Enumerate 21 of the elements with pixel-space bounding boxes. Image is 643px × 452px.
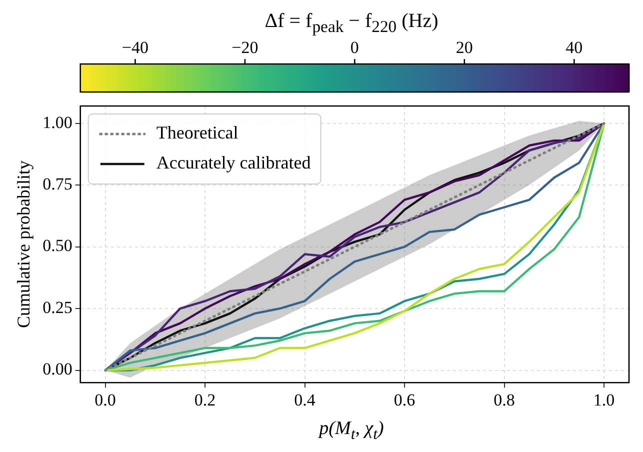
x-axis-title: p(M$_{t}$, χ$_{t}$) <box>317 418 385 444</box>
x-tick-label: 0.0 <box>94 390 116 410</box>
color-bar-label: 20 <box>456 38 473 57</box>
color-bar-label: 0 <box>350 38 359 57</box>
y-tick-label: 0.00 <box>42 360 72 379</box>
color-bar-label: −20 <box>232 38 258 57</box>
legend-label: Accurately calibrated <box>156 152 311 173</box>
x-tick-label: 0.2 <box>194 390 216 410</box>
y-tick-label: 0.25 <box>42 298 72 317</box>
color-bar-title: Δf = f$_{peak}$ − f$_{220}$ (Hz) <box>264 10 440 37</box>
color-bar-label: −40 <box>122 38 149 57</box>
color-bar-label: 40 <box>566 38 583 57</box>
x-tick-label: 1.0 <box>593 390 615 410</box>
x-tick-label: 0.6 <box>394 390 416 410</box>
y-tick-label: 1.00 <box>42 112 72 132</box>
x-tick-label: 0.8 <box>494 390 515 410</box>
x-tick-label: 0.4 <box>294 390 316 410</box>
y-tick-label: 0.75 <box>42 174 72 194</box>
legend-label: Theoretical <box>156 122 238 143</box>
y-tick-label: 0.50 <box>42 236 72 256</box>
y-axis-title: Cumulative probability <box>14 160 34 328</box>
